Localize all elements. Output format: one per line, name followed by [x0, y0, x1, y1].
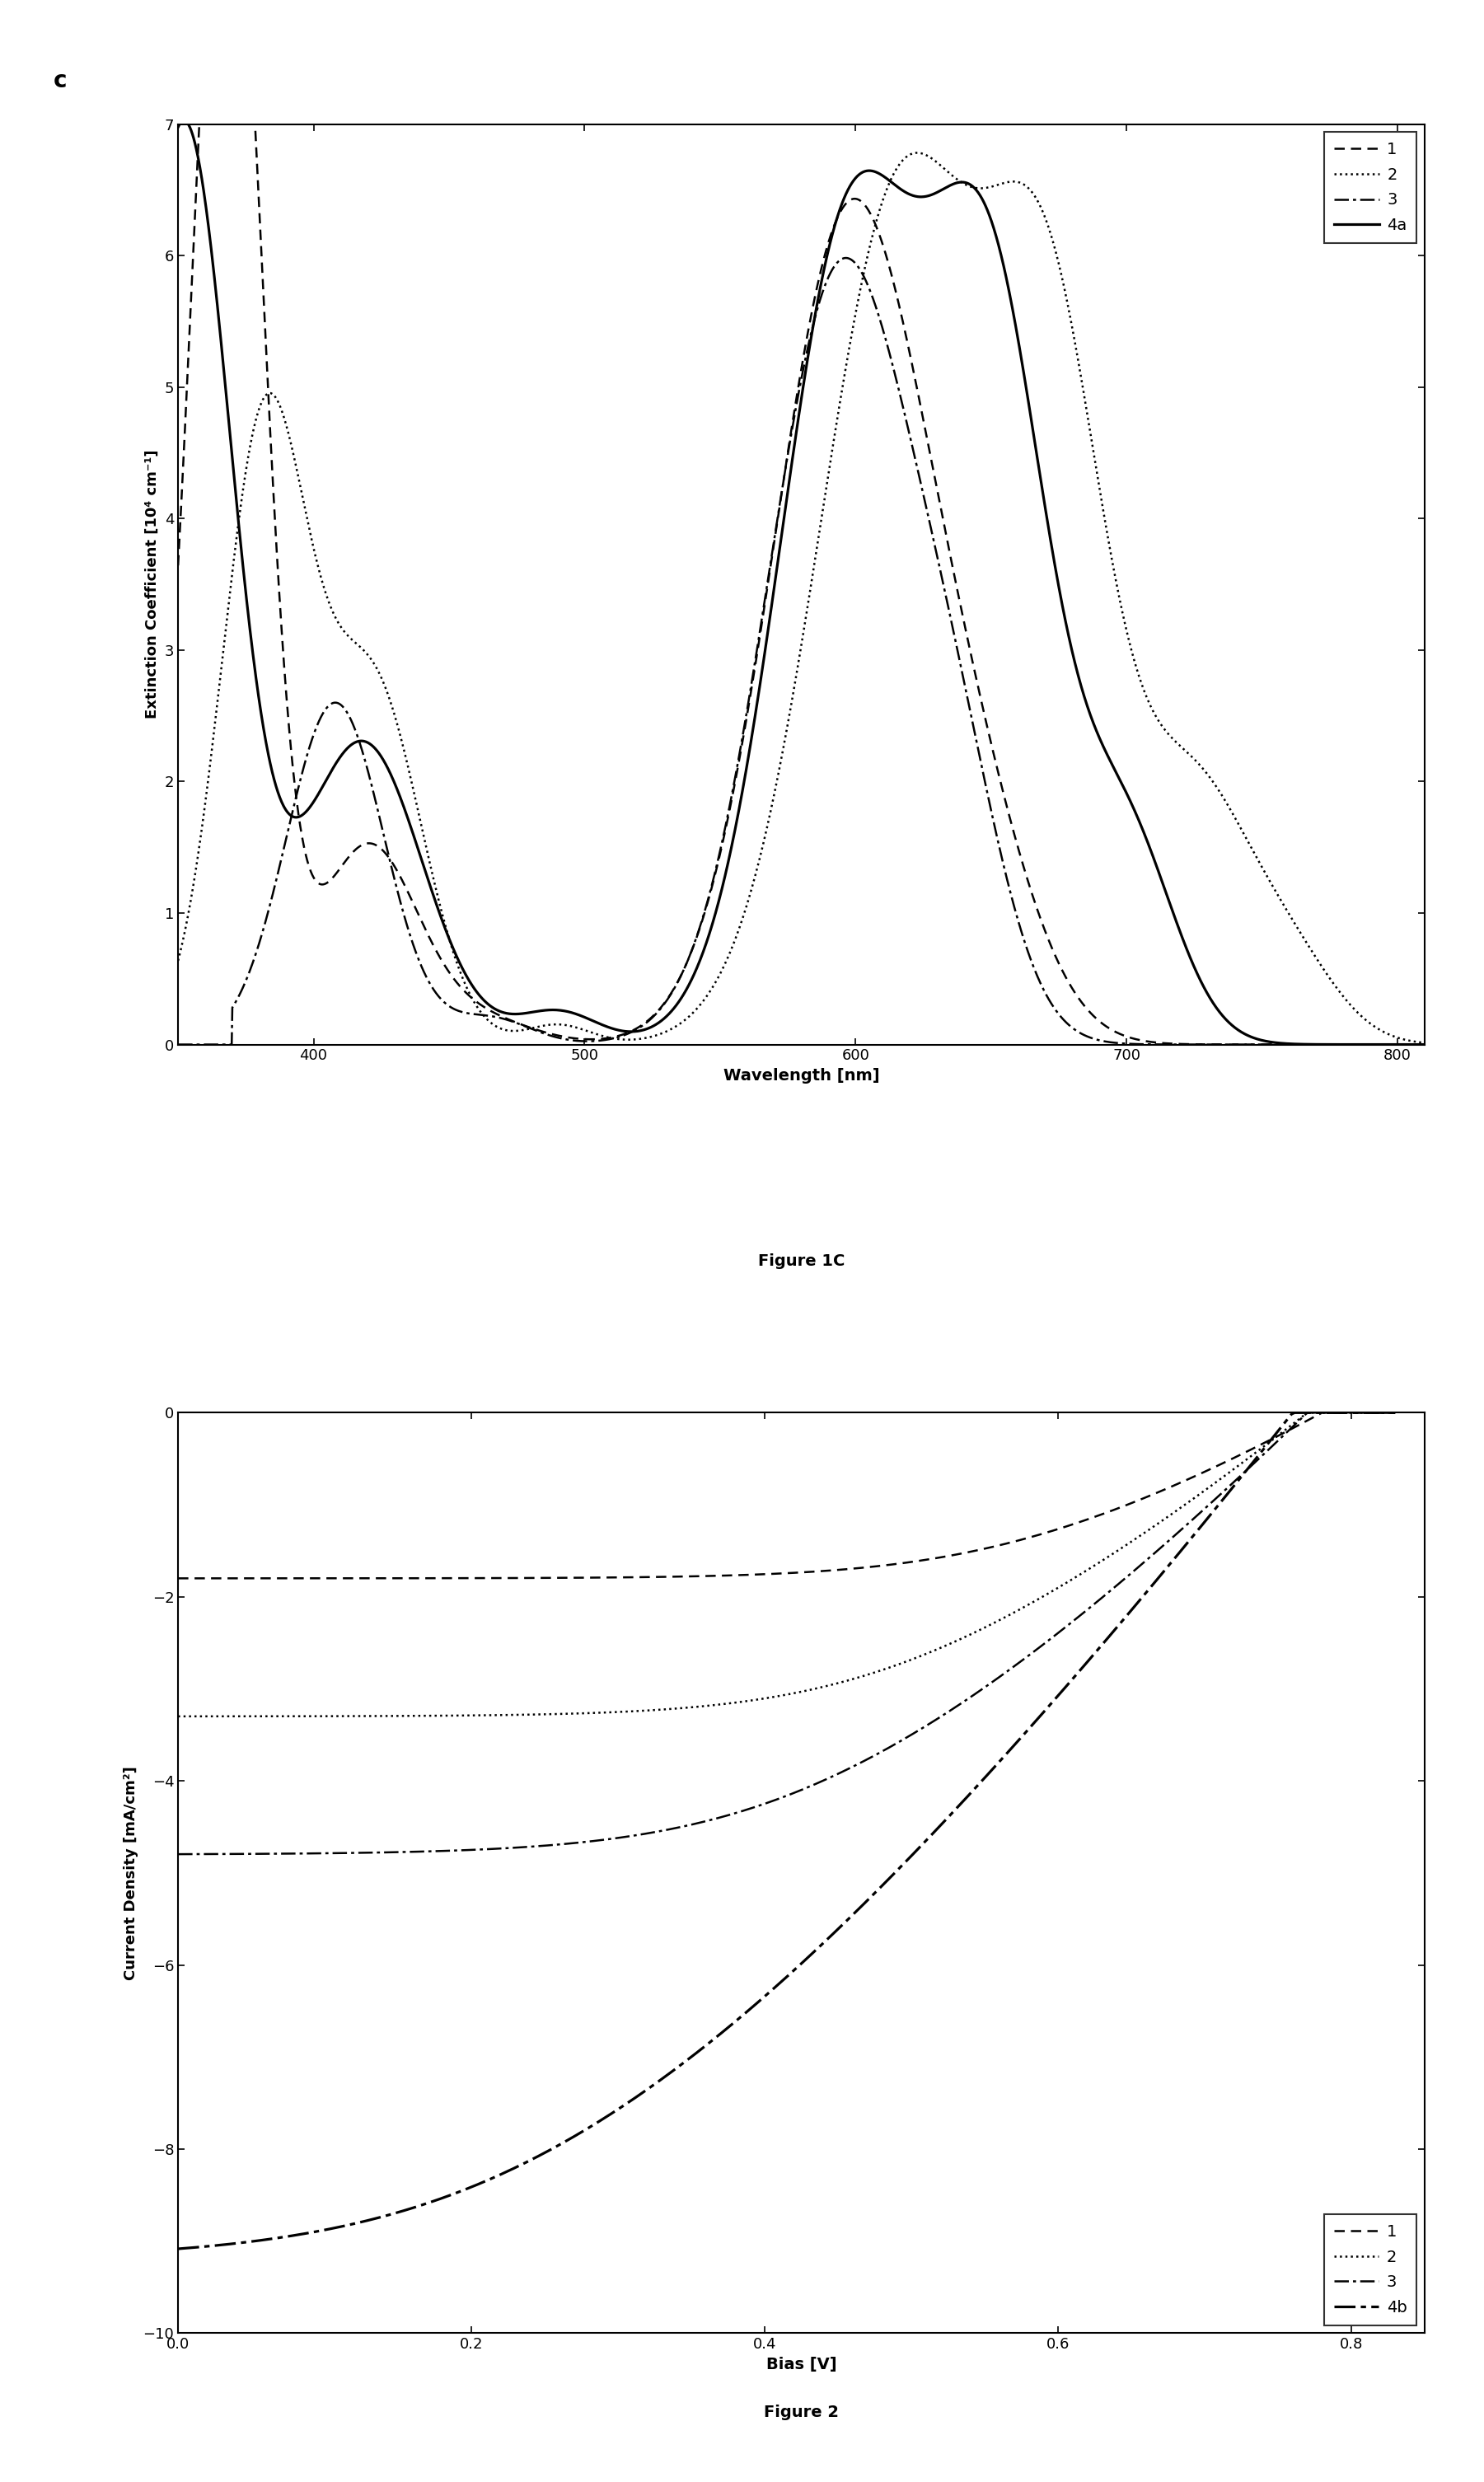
X-axis label: Wavelength [nm]: Wavelength [nm]	[723, 1067, 880, 1085]
Text: Figure 1C: Figure 1C	[758, 1253, 844, 1268]
Legend: 1, 2, 3, 4a: 1, 2, 3, 4a	[1325, 132, 1417, 243]
Legend: 1, 2, 3, 4b: 1, 2, 3, 4b	[1324, 2214, 1417, 2326]
Y-axis label: Current Density [mA/cm²]: Current Density [mA/cm²]	[123, 1765, 138, 1981]
X-axis label: Bias [V]: Bias [V]	[766, 2355, 837, 2373]
Text: c: c	[53, 69, 67, 92]
Y-axis label: Extinction Coefficient [10⁴ cm⁻¹]: Extinction Coefficient [10⁴ cm⁻¹]	[145, 449, 160, 720]
Text: Figure 2: Figure 2	[764, 2405, 838, 2420]
